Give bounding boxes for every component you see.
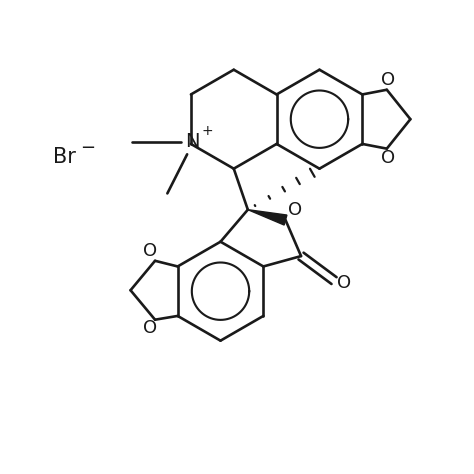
Text: Br: Br — [53, 147, 76, 167]
Text: +: + — [201, 124, 213, 138]
Text: O: O — [288, 201, 302, 219]
Text: O: O — [337, 274, 351, 292]
Text: O: O — [143, 242, 157, 260]
Polygon shape — [248, 210, 287, 225]
Text: O: O — [381, 71, 395, 89]
Text: O: O — [381, 149, 395, 167]
Text: −: − — [81, 139, 96, 157]
Text: N: N — [185, 132, 200, 151]
Text: O: O — [143, 319, 157, 337]
